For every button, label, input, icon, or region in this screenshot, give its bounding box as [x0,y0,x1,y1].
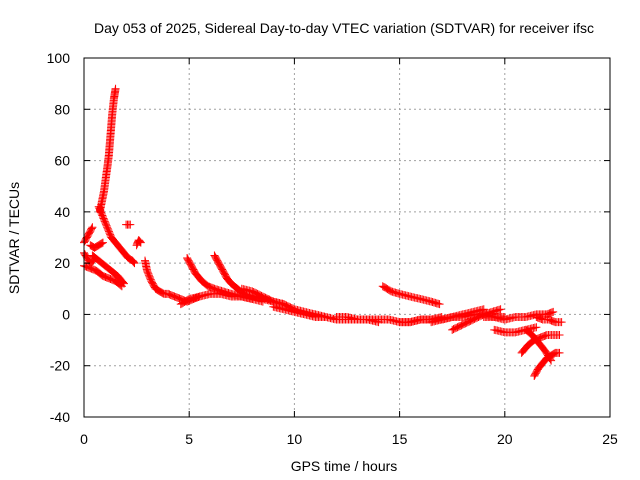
series-arc-19 [427,305,488,327]
data-point [88,223,97,232]
data-point [435,300,444,309]
x-tick-label: 10 [287,431,303,447]
data-point [119,278,128,287]
data-point [557,318,566,327]
axis-ticks [83,57,611,418]
series-arc-6 [95,84,120,216]
series-arc-12 [183,254,257,304]
data-point [136,238,145,247]
y-tick-labels: -40 -20 0 20 40 60 80 100 [47,50,71,425]
series-arc-7 [94,202,139,268]
x-tick-label: 25 [602,431,618,447]
data-point [96,239,105,248]
data-point [136,237,145,246]
data-point [87,224,96,233]
data-point [532,323,541,332]
data-point [555,348,564,357]
y-tick-label: 0 [62,306,70,322]
x-tick-label: 15 [392,431,408,447]
y-tick-label: -20 [50,358,70,374]
data-point [157,288,166,297]
series-arc-1 [80,223,97,247]
series-arc-17 [378,282,444,309]
series-arc-25 [521,325,556,365]
y-tick-label: 60 [54,153,70,169]
plot-frame [83,57,611,418]
series-arc-9 [132,236,145,250]
data-marks [80,84,566,380]
data-point [547,356,556,365]
series-arc-20 [448,305,505,334]
data-point [129,258,138,267]
data-point [546,355,555,364]
series-arc-8 [122,220,135,229]
x-tick-labels: 0 5 10 15 20 25 [80,431,618,447]
data-point [547,308,556,317]
series-arc-4 [88,251,128,288]
chart-title: Day 053 of 2025, Sidereal Day-to-day VTE… [94,20,594,36]
y-tick-label: 20 [54,255,70,271]
series-arc-5 [86,238,107,252]
y-tick-label: 40 [54,204,70,220]
y-axis-label: SDTVAR / TECUs [6,182,22,294]
x-tick-label: 20 [497,431,513,447]
data-point [119,279,128,288]
y-tick-label: 80 [54,101,70,117]
data-point [97,239,106,248]
data-point [549,307,558,316]
data-point [126,220,135,229]
data-point [135,236,144,245]
series-arc-26 [532,312,566,327]
data-point [496,305,505,314]
x-tick-label: 5 [185,431,193,447]
y-tick-label: -40 [50,409,70,425]
data-point [555,330,564,339]
data-point [98,238,107,247]
x-axis-label: GPS time / hours [291,458,398,474]
y-tick-label: 100 [47,50,71,66]
data-point [129,257,138,266]
data-point [111,84,120,93]
data-point [130,259,139,268]
x-tick-label: 0 [80,431,88,447]
